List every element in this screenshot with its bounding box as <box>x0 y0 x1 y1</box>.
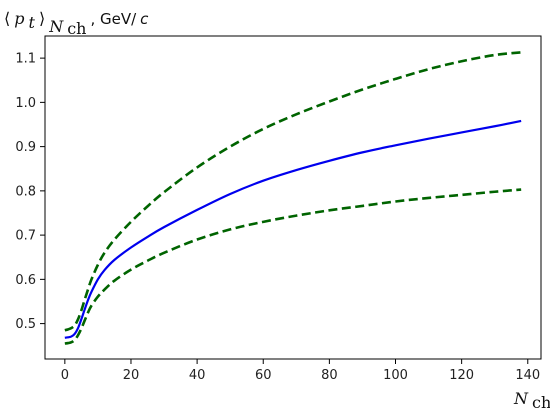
x-tick-label: 60 <box>255 368 272 383</box>
x-tick-label: 120 <box>449 368 474 383</box>
x-axis-label: N ch <box>513 389 550 412</box>
y-tick-label: 0.8 <box>15 184 36 199</box>
y-label-sub-sub: ch <box>67 19 86 38</box>
plot-frame <box>44 35 542 360</box>
x-tick-label: 100 <box>383 368 408 383</box>
series-layer <box>64 51 522 345</box>
y-tick-label: 1.0 <box>15 96 36 111</box>
x-tick-label: 40 <box>189 368 206 383</box>
series-line-solid <box>64 119 522 339</box>
x-label-main: N <box>513 389 529 408</box>
x-tick-label: 140 <box>515 368 540 383</box>
y-tick-label: 0.7 <box>15 229 36 244</box>
series-line-dashed-2 <box>64 188 522 345</box>
y-label-unit: , GeV/ <box>90 10 137 28</box>
y-ticks: 0.5 0.6 0.7 0.8 0.9 1.0 1.1 <box>15 52 45 332</box>
x-tick-label: 0 <box>61 368 69 383</box>
y-axis-label: ⟨ p t ⟩ N ch , GeV/ c <box>4 9 149 38</box>
y-label-sub-main: N <box>48 17 64 36</box>
y-tick-label: 1.1 <box>15 52 36 67</box>
y-tick-label: 0.9 <box>15 140 36 155</box>
y-label-bracket-open: ⟨ <box>4 9 10 28</box>
y-label-var: p <box>14 9 24 28</box>
y-tick-label: 0.5 <box>15 317 36 332</box>
x-ticks: 0 20 40 60 80 100 120 140 <box>61 359 540 383</box>
y-label-var-sub: t <box>29 13 36 32</box>
x-tick-label: 80 <box>321 368 338 383</box>
x-tick-label: 20 <box>123 368 140 383</box>
x-label-sub: ch <box>532 393 550 412</box>
series-line-dashed-1 <box>64 51 522 332</box>
y-tick-label: 0.6 <box>15 273 36 288</box>
y-label-bracket-close: ⟩ <box>39 9 45 28</box>
y-label-unit-italic: c <box>140 10 149 28</box>
